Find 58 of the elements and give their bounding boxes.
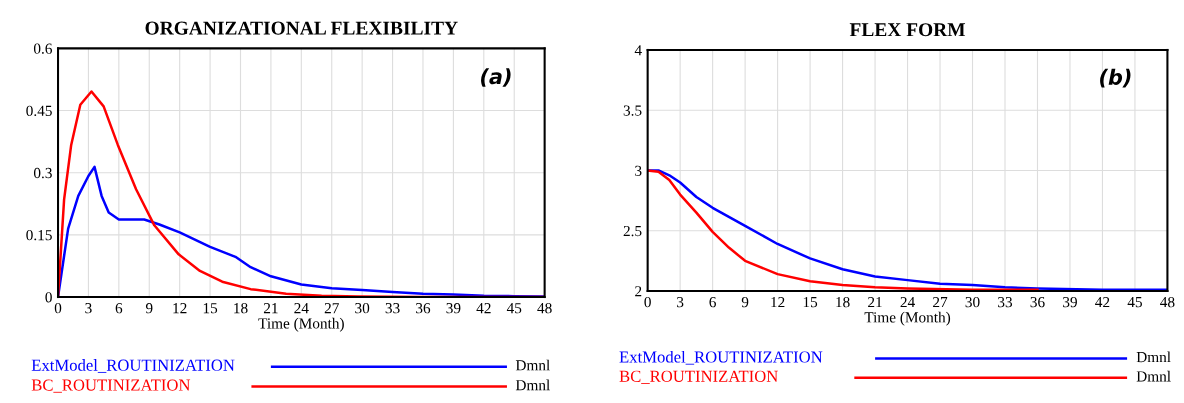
x-tick-label: 30 — [965, 296, 980, 308]
x-tick-label: 48 — [537, 303, 552, 314]
line-series — [647, 169, 1039, 291]
annotation: (a) — [481, 68, 511, 87]
y-tick-label: 0.45 — [26, 105, 52, 117]
chart-title: FLEX FORM — [849, 23, 966, 37]
text: BC_ROUTINIZATION — [619, 370, 778, 384]
x-tick-label: 42 — [1095, 297, 1110, 308]
x-tick-label: 6 — [709, 297, 716, 308]
y-tick-label: 0.6 — [33, 43, 52, 54]
x-tick-label: 12 — [771, 297, 785, 308]
y-tick-label: 0.3 — [33, 167, 52, 179]
x-tick-label: 27 — [933, 297, 948, 308]
x-tick-label: 0 — [54, 303, 62, 314]
x-tick-label: 39 — [1063, 297, 1077, 308]
x-tick-label: 39 — [446, 303, 461, 314]
x-tick-label: 30 — [355, 303, 370, 314]
y-tick-label: 4 — [634, 45, 642, 56]
x-tick-label: 12 — [173, 303, 187, 314]
x-tick-label: 36 — [416, 303, 431, 314]
x-tick-label: 33 — [385, 303, 400, 314]
text: ExtModel_ROUTINIZATION — [31, 359, 235, 373]
x-tick-label: 24 — [294, 303, 309, 314]
y-tick-label: 2.5 — [623, 225, 642, 237]
x-tick-label: 3 — [677, 297, 684, 308]
x-tick-label: 9 — [145, 303, 153, 314]
y-tick-label: 0.15 — [26, 229, 52, 241]
x-tick-label: 6 — [115, 303, 123, 314]
text: Dmnl — [515, 359, 550, 371]
x-tick-label: 27 — [324, 303, 339, 314]
x-tick-label: 21 — [263, 303, 278, 314]
chart-title: ORGANIZATIONAL FLEXIBILITY — [145, 21, 458, 35]
y-tick-label: 3 — [635, 165, 642, 176]
x-tick-label: 0 — [644, 296, 651, 308]
y-tick-label: 2 — [635, 286, 642, 297]
x-tick-label: 9 — [741, 297, 749, 308]
x-tick-label: 18 — [836, 296, 850, 308]
x-axis-title: Time (Month) — [258, 317, 344, 332]
y-tick-label: 3.5 — [623, 105, 642, 116]
x-axis-title: Time (Month) — [864, 311, 951, 326]
text: BC_ROUTINIZATION — [31, 379, 191, 393]
x-tick-label: 15 — [203, 303, 218, 314]
x-tick-label: 15 — [803, 297, 818, 308]
x-tick-label: 18 — [234, 303, 248, 314]
x-tick-label: 45 — [1127, 297, 1142, 308]
x-tick-label: 33 — [998, 297, 1013, 308]
x-tick-label: 24 — [900, 297, 915, 308]
text: ExtModel_ROUTINIZATION — [619, 350, 823, 365]
x-tick-label: 48 — [1160, 296, 1175, 308]
text: Dmnl — [1136, 351, 1171, 363]
annotation: (b) — [1100, 68, 1131, 88]
text: Dmnl — [1136, 370, 1171, 382]
x-tick-label: 42 — [476, 303, 491, 314]
text: Dmnl — [515, 379, 550, 391]
x-tick-label: 36 — [1030, 297, 1045, 308]
x-tick-label: 3 — [85, 303, 92, 314]
x-tick-label: 45 — [506, 303, 522, 314]
x-tick-label: 21 — [868, 297, 882, 308]
